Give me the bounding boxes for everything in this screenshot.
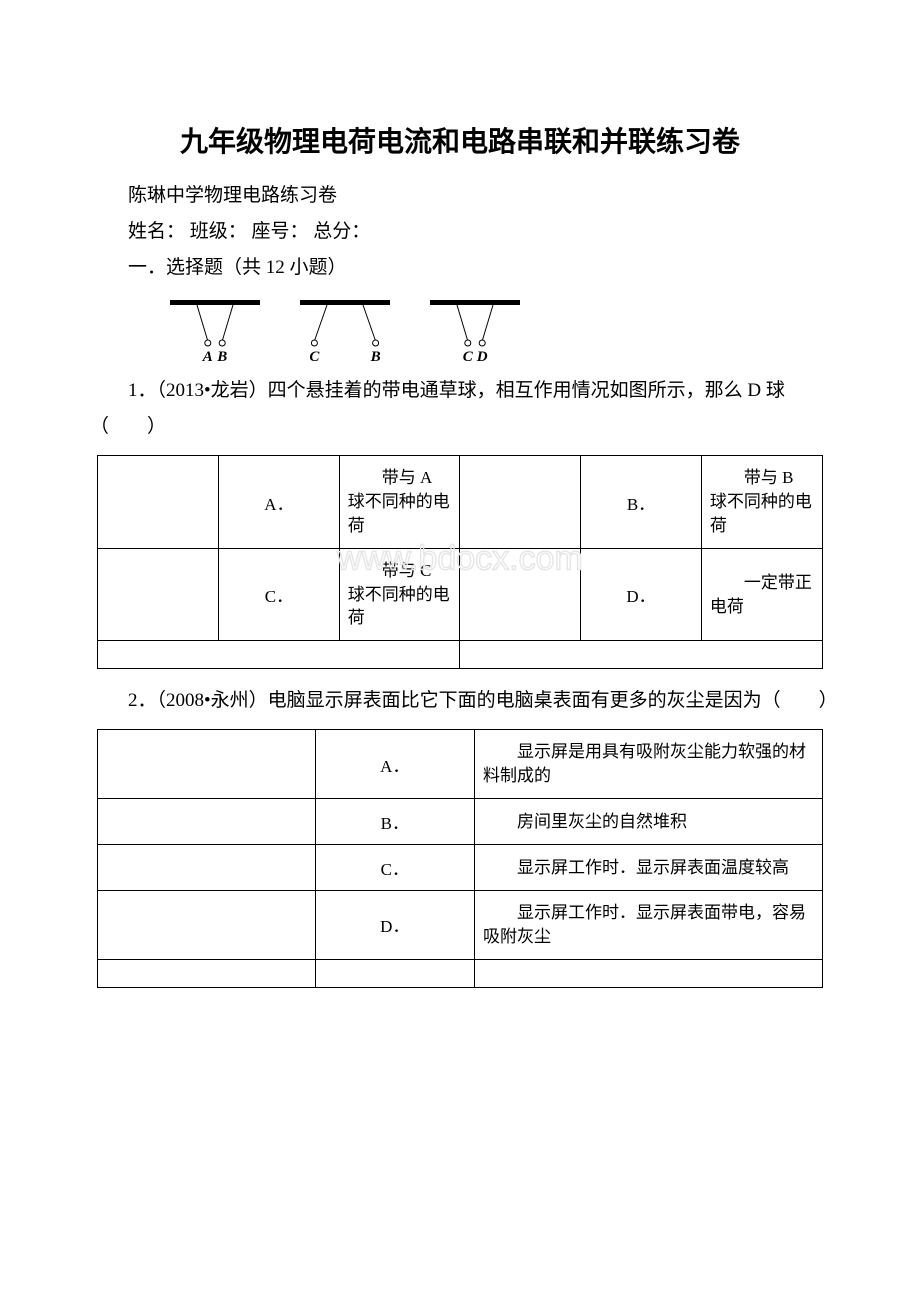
option-letter: C． — [315, 844, 474, 890]
svg-text:C: C — [309, 349, 320, 364]
option-blank — [460, 548, 581, 640]
option-blank — [460, 641, 822, 669]
option-letter: D． — [581, 548, 702, 640]
option-blank — [98, 641, 460, 669]
subtitle: 陈琳中学物理电路练习卷 — [90, 178, 830, 214]
table-row: C． 显示屏工作时．显示屏表面温度较高 — [98, 844, 822, 890]
table-row: D． 显示屏工作时．显示屏表面带电，容易吸附灰尘 — [98, 890, 822, 959]
option-letter: C． — [219, 548, 340, 640]
section-heading: 一．选择题（共 12 小题） — [90, 250, 830, 286]
table-row — [98, 959, 822, 987]
option-text: 带与 C 球不同种的电荷 — [339, 548, 460, 640]
option-text: 一定带正电荷 — [701, 548, 822, 640]
option-letter: B． — [581, 456, 702, 548]
option-blank — [98, 548, 219, 640]
table-row: C． 带与 C 球不同种的电荷 D． 一定带正电荷 — [98, 548, 822, 640]
option-letter: D． — [315, 890, 474, 959]
option-text: 带与 A 球不同种的电荷 — [339, 456, 460, 548]
table-row: B． 房间里灰尘的自然堆积 — [98, 798, 822, 844]
option-blank — [460, 456, 581, 548]
svg-text:B: B — [370, 349, 381, 364]
option-letter: A． — [315, 730, 474, 799]
option-blank — [98, 959, 315, 987]
option-blank — [98, 798, 315, 844]
option-blank — [98, 456, 219, 548]
question-2-text: 2．（2008•永州）电脑显示屏表面比它下面的电脑桌表面有更多的灰尘是因为（ ） — [90, 683, 830, 719]
option-text: 显示屏是用具有吸附灰尘能力软强的材料制成的 — [474, 730, 822, 799]
table-row — [98, 641, 822, 669]
option-letter: A． — [219, 456, 340, 548]
question-1-options-table: A． 带与 A 球不同种的电荷 B． 带与 B 球不同种的电荷 C． 带与 C … — [97, 455, 822, 669]
option-blank — [98, 730, 315, 799]
option-text: 房间里灰尘的自然堆积 — [474, 798, 822, 844]
table-row: A． 带与 A 球不同种的电荷 B． 带与 B 球不同种的电荷 — [98, 456, 822, 548]
form-line: 姓名： 班级： 座号： 总分： — [90, 214, 830, 250]
option-text: 显示屏工作时．显示屏表面温度较高 — [474, 844, 822, 890]
pendulum-diagram: ABCBCD — [130, 294, 830, 369]
option-blank — [98, 890, 315, 959]
option-blank — [474, 959, 822, 987]
svg-text:D: D — [476, 349, 488, 364]
option-blank — [315, 959, 474, 987]
option-text: 带与 B 球不同种的电荷 — [701, 456, 822, 548]
svg-text:A: A — [202, 349, 213, 364]
question-2-options-table: A． 显示屏是用具有吸附灰尘能力软强的材料制成的 B． 房间里灰尘的自然堆积 C… — [97, 729, 822, 987]
svg-text:B: B — [216, 349, 227, 364]
question-1-text: 1．（2013•龙岩）四个悬挂着的带电通草球，相互作用情况如图所示，那么 D 球… — [90, 373, 830, 445]
option-blank — [98, 844, 315, 890]
option-text: 显示屏工作时．显示屏表面带电，容易吸附灰尘 — [474, 890, 822, 959]
svg-text:C: C — [463, 349, 474, 364]
option-letter: B． — [315, 798, 474, 844]
table-row: A． 显示屏是用具有吸附灰尘能力软强的材料制成的 — [98, 730, 822, 799]
page-title: 九年级物理电荷电流和电路串联和并联练习卷 — [90, 120, 830, 160]
